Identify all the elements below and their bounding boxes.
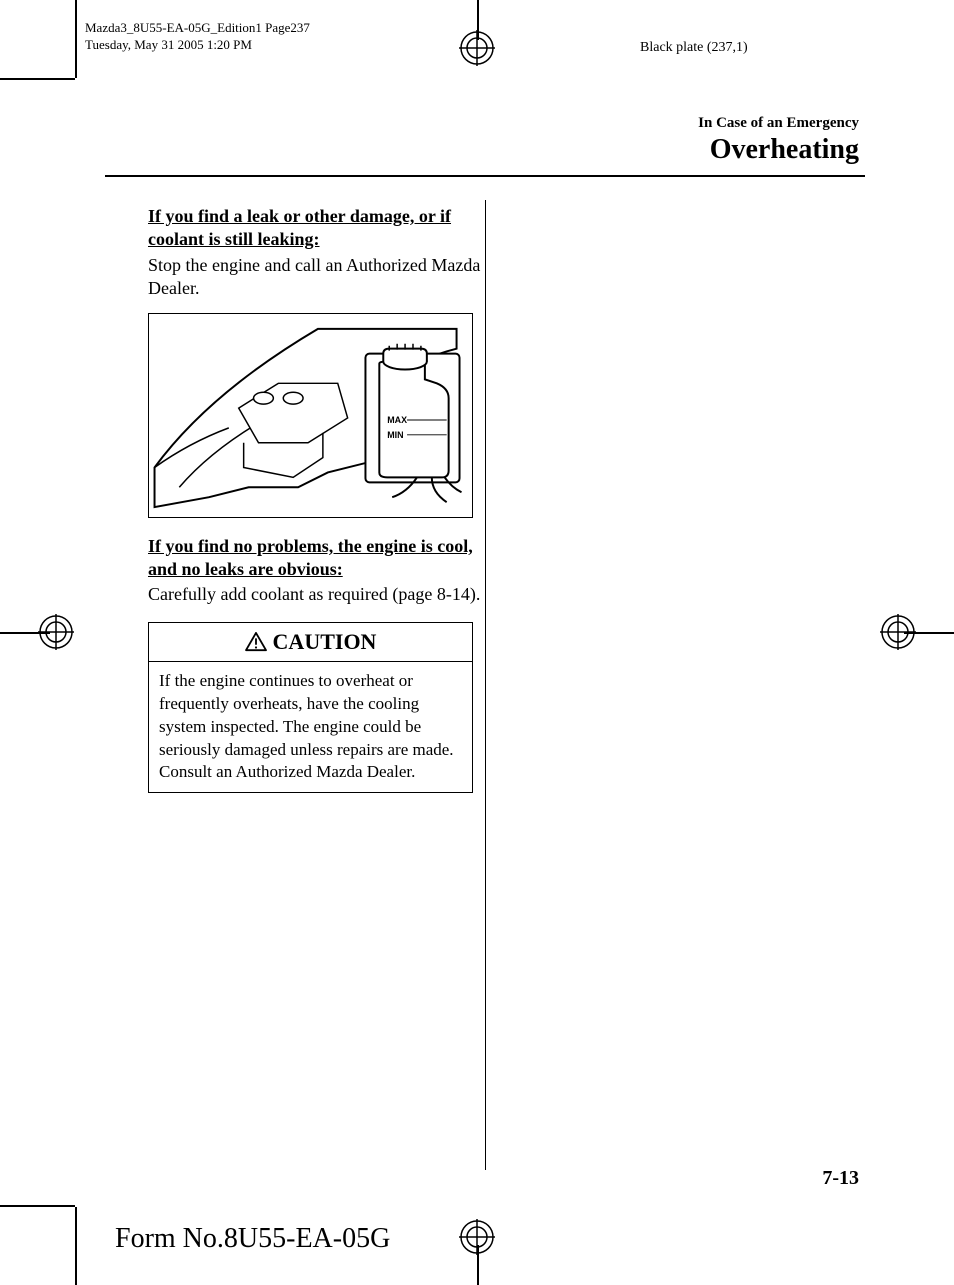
doc-timestamp: Tuesday, May 31 2005 1:20 PM [85,37,310,54]
registration-mark-icon [459,1219,495,1255]
section-subtitle: In Case of an Emergency [698,115,859,132]
content-column: If you find a leak or other damage, or i… [148,205,493,793]
scenario-1-heading: If you find a leak or other damage, or i… [148,205,493,252]
scenario-2-body: Carefully add coolant as required (page … [148,583,493,606]
registration-mark-icon [880,614,916,650]
crop-mark [0,1205,75,1207]
scenario-1-body: Stop the engine and call an Authorized M… [148,254,493,301]
registration-mark-icon [459,30,495,66]
header-rule [105,175,865,177]
form-number: Form No.8U55-EA-05G [115,1223,390,1255]
warning-triangle-icon [245,632,267,652]
crop-mark [75,1207,77,1285]
caution-box: CAUTION If the engine continues to overh… [148,622,473,794]
caution-header: CAUTION [149,623,472,662]
section-header: In Case of an Emergency Overheating [698,115,859,166]
document-metadata: Mazda3_8U55-EA-05G_Edition1 Page237 Tues… [85,20,310,54]
doc-id: Mazda3_8U55-EA-05G_Edition1 Page237 [85,20,310,37]
plate-info: Black plate (237,1) [640,40,748,56]
page-number: 7-13 [822,1167,859,1190]
caution-label: CAUTION [273,629,377,655]
caution-body: If the engine continues to overheat or f… [149,662,472,793]
engine-bay-diagram: MAX MIN [148,313,473,518]
crop-mark [0,78,75,80]
scenario-2-heading: If you find no problems, the engine is c… [148,535,493,582]
crop-mark [75,0,77,78]
svg-text:MIN: MIN [387,429,403,439]
svg-text:MAX: MAX [387,414,407,424]
registration-mark-icon [38,614,74,650]
section-title: Overheating [698,134,859,166]
